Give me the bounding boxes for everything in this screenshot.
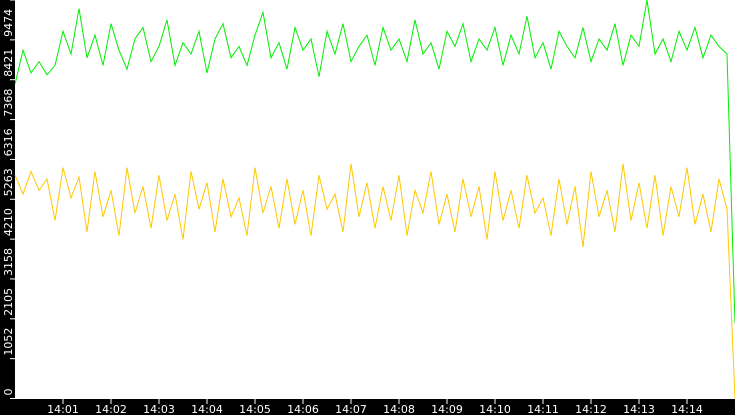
x-tick-label: 14:07 [335, 403, 367, 415]
y-tick-label: 4210 [2, 208, 15, 236]
y-tick-label: 6316 [2, 128, 15, 156]
x-tick-label: 14:03 [143, 403, 175, 415]
x-axis-bar [0, 399, 735, 415]
x-tick-label: 14:02 [95, 403, 127, 415]
series-line-0 [14, 0, 735, 323]
y-tick-label: 7368 [2, 89, 15, 117]
y-tick-label: 8421 [2, 49, 15, 77]
y-tick-label: 0 [2, 389, 15, 396]
y-tick-label: 5263 [2, 168, 15, 196]
x-tick-label: 14:12 [575, 403, 607, 415]
y-tick-label: 9474 [2, 9, 15, 37]
x-tick-label: 14:04 [191, 403, 223, 415]
x-axis: 14:01 14:02 14:03 14:04 14:05 14:06 14:07 14:08… [47, 399, 703, 415]
x-tick-label: 14:10 [479, 403, 511, 415]
x-tick-label: 14:09 [431, 403, 463, 415]
x-tick-label: 14:06 [287, 403, 319, 415]
series-line-1 [14, 163, 735, 399]
x-tick-label: 14:13 [623, 403, 655, 415]
x-tick-label: 14:08 [383, 403, 415, 415]
y-axis: 0105221053158421052636316736884219474105… [2, 0, 15, 399]
y-tick-label: 2105 [2, 288, 15, 316]
x-tick-label: 14:14 [671, 403, 703, 415]
series-layer [14, 0, 735, 399]
plot-background [15, 0, 735, 399]
x-tick-label: 14:11 [527, 403, 559, 415]
y-axis-bar [0, 0, 15, 415]
x-tick-label: 14:05 [239, 403, 271, 415]
y-tick-label: 1052 [2, 328, 15, 356]
x-tick-label: 14:01 [47, 403, 79, 415]
y-tick-label: 3158 [2, 248, 15, 276]
